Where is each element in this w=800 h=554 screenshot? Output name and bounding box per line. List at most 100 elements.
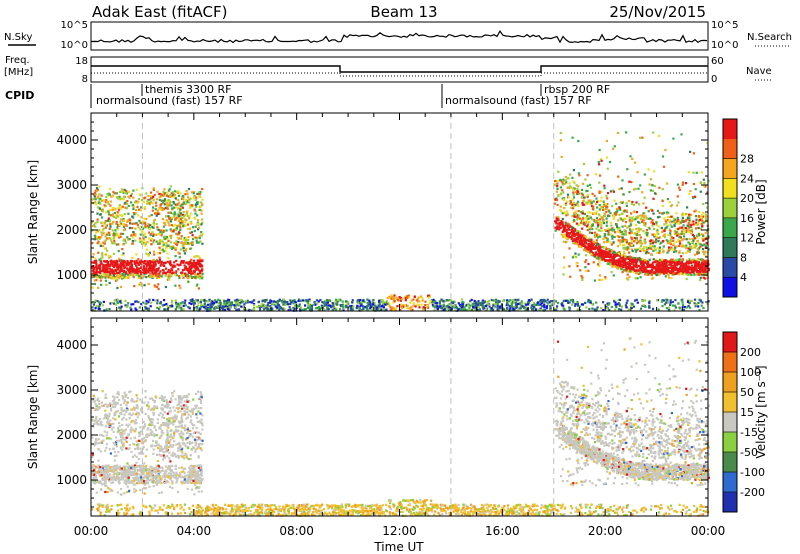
echo-cell: [686, 271, 689, 274]
echo-cell: [470, 308, 474, 311]
echo-cell: [693, 302, 696, 305]
echo-cell: [564, 179, 567, 182]
echo-cell: [154, 263, 157, 266]
echo-cell: [199, 299, 203, 302]
echo-cell: [639, 271, 642, 274]
echo-cell: [188, 227, 191, 230]
echo-cell: [103, 204, 106, 207]
echo-cell: [114, 229, 117, 232]
echo-cell: [626, 255, 629, 259]
echo-cell: [189, 264, 193, 267]
echo-cell: [682, 273, 685, 276]
echo-cell: [590, 227, 593, 230]
echo-cell: [648, 227, 651, 230]
echo-cell: [127, 238, 130, 241]
echo-cell: [689, 266, 692, 269]
echo-cell: [169, 262, 172, 265]
echo-cell: [97, 271, 101, 274]
echo-cell: [157, 283, 160, 286]
echo-cell: [119, 307, 122, 310]
echo-cell: [493, 306, 496, 309]
echo-cell: [690, 225, 693, 228]
echo-cell: [638, 233, 641, 237]
echo-cell: [186, 192, 189, 195]
echo-cell: [186, 210, 189, 213]
echo-cell: [132, 206, 135, 209]
echo-cell: [124, 260, 127, 263]
echo-cell: [195, 205, 198, 208]
echo-cell: [685, 244, 688, 247]
echo-cell: [674, 246, 677, 249]
echo-cell: [148, 237, 151, 240]
echo-cell: [602, 254, 605, 257]
echo-cell: [511, 305, 514, 308]
echo-cell: [393, 294, 396, 297]
echo-cell: [602, 241, 606, 244]
echo-cell: [169, 305, 172, 308]
echo-cell: [347, 301, 350, 304]
echo-cell: [706, 229, 709, 232]
echo-cell: [663, 236, 667, 239]
echo-cell: [637, 227, 640, 230]
echo-cell: [607, 233, 610, 236]
echo-cell: [569, 173, 572, 176]
echo-cell: [119, 263, 122, 266]
echo-cell: [188, 214, 191, 218]
echo-cell: [126, 219, 130, 223]
echo-cell: [193, 194, 196, 198]
echo-cell: [603, 251, 606, 254]
echo-cell: [193, 266, 196, 269]
echo-cell: [278, 308, 281, 311]
echo-cell: [637, 220, 640, 224]
echo-cell: [139, 233, 142, 236]
echo-cell: [200, 270, 203, 273]
echo-cell: [626, 226, 629, 229]
echo-cell: [706, 206, 709, 209]
echo-cell: [115, 269, 118, 273]
echo-cell: [187, 280, 190, 283]
echo-cell: [118, 204, 121, 207]
echo-cell: [640, 270, 643, 273]
echo-cell: [626, 257, 629, 260]
echo-cell: [234, 306, 237, 309]
echo-cell: [152, 234, 155, 237]
echo-cell: [694, 268, 697, 271]
echo-cell: [147, 202, 150, 205]
echo-cell: [584, 244, 587, 248]
echo-cell: [166, 205, 169, 208]
echo-cell: [106, 262, 109, 265]
echo-cell: [623, 210, 626, 213]
echo-cell: [572, 203, 576, 207]
echo-cell: [628, 216, 631, 219]
echo-cell: [123, 213, 126, 216]
echo-cell: [185, 238, 188, 242]
echo-cell: [697, 221, 700, 224]
echo-cell: [181, 269, 185, 272]
echo-cell: [155, 240, 158, 243]
echo-cell: [481, 306, 484, 309]
echo-cell: [131, 227, 134, 230]
echo-cell: [184, 267, 187, 270]
echo-cell: [645, 229, 648, 232]
echo-cell: [588, 215, 591, 218]
echo-cell: [124, 201, 127, 204]
echo-cell: [98, 199, 101, 202]
echo-cell: [634, 224, 638, 227]
echo-cell: [642, 264, 645, 267]
echo-cell: [475, 305, 478, 308]
echo-cell: [702, 239, 705, 242]
echo-cell: [629, 265, 632, 268]
echo-cell: [679, 262, 682, 265]
echo-cell: [661, 262, 664, 265]
echo-cell: [576, 265, 579, 268]
echo-cell: [120, 190, 123, 193]
echo-cell: [662, 239, 665, 243]
echo-cell: [406, 295, 409, 298]
echo-cell: [179, 287, 182, 290]
echo-cell: [326, 301, 329, 304]
echo-cell: [694, 195, 697, 198]
echo-cell: [634, 250, 637, 253]
echo-cell: [392, 307, 396, 310]
echo-cell: [498, 307, 502, 310]
echo-cell: [99, 197, 102, 200]
